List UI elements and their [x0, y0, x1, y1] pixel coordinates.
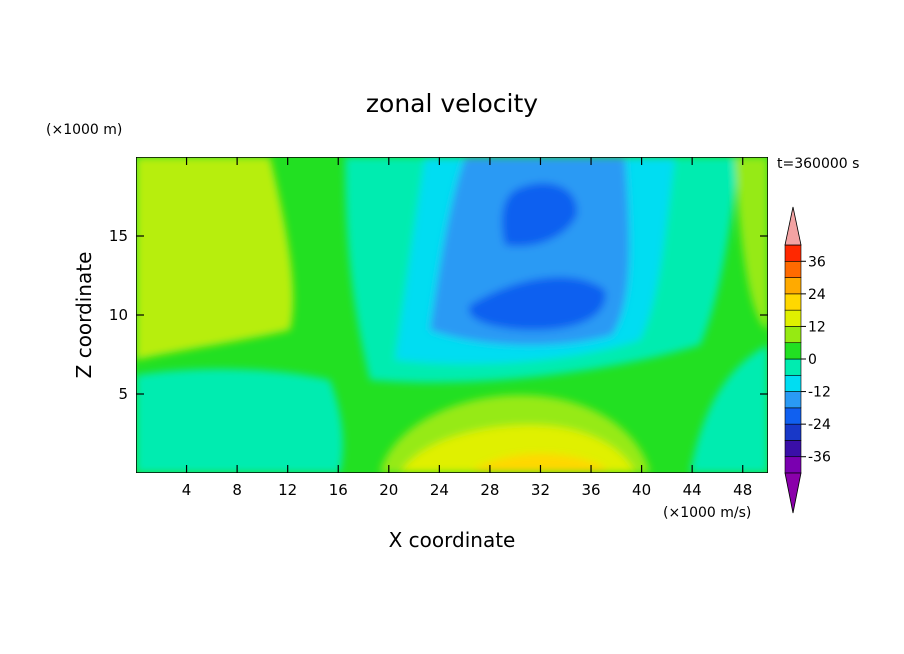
- colorbar-swatch: [784, 407, 802, 425]
- colorbar-tick-label: 24: [808, 287, 826, 303]
- colorbar-tick-label: 36: [808, 254, 826, 270]
- colorbar-tick-label: -12: [808, 385, 831, 401]
- y-tick-label: 10: [109, 306, 128, 324]
- x-tick-label: 8: [232, 481, 242, 499]
- colorbar-swatch: [784, 244, 802, 262]
- region-blue-upper: [502, 183, 578, 247]
- x-tick-label: 12: [278, 481, 297, 499]
- chart-title: zonal velocity: [366, 89, 538, 118]
- x-tick-label: 40: [632, 481, 651, 499]
- region-upper-left: [136, 157, 294, 360]
- colorbar-swatch: [784, 374, 802, 392]
- x-tick-label: 44: [683, 481, 702, 499]
- colorbar-swatch: [784, 326, 802, 344]
- colorbar-swatch: [784, 391, 802, 409]
- colorbar-swatch: [784, 260, 802, 278]
- region-lower-left: [136, 368, 343, 473]
- x-tick-label: 4: [182, 481, 192, 499]
- colorbar-tick-label: -24: [808, 417, 831, 433]
- x-tick-label: 36: [581, 481, 600, 499]
- x-axis-label: X coordinate: [389, 528, 516, 552]
- y-axis: 5 10 15: [109, 227, 768, 403]
- colorbar-swatch: [784, 293, 802, 311]
- region-orange: [470, 453, 610, 473]
- x-tick-label: 48: [733, 481, 752, 499]
- x-tick-label: 28: [480, 481, 499, 499]
- x-tick-label: 16: [329, 481, 348, 499]
- x-tick-label: 20: [379, 481, 398, 499]
- y-tick-label: 15: [109, 227, 128, 245]
- colorbar-swatch: [784, 440, 802, 458]
- colorbar: 36 24 12 0 -12 -24 -36: [784, 206, 831, 514]
- region-right-edge: [735, 157, 768, 330]
- colorbar-tick-label: 12: [808, 319, 826, 335]
- colorbar-tick-label: 0: [808, 352, 817, 368]
- colorbar-swatch: [784, 309, 802, 327]
- region-blue-lower: [468, 277, 606, 330]
- time-label: t=360000 s: [777, 156, 859, 172]
- x-axis: 4 8 12 16 20 24 28 32 36 40 44 48: [182, 157, 752, 499]
- y-unit-label: (×1000 m): [46, 122, 122, 138]
- colorbar-swatch: [784, 277, 802, 295]
- y-tick-label: 5: [118, 385, 128, 403]
- region-lower-right: [690, 345, 768, 473]
- colorbar-over-arrow: [784, 206, 802, 246]
- colorbar-tick-label: -36: [808, 450, 831, 466]
- colorbar-swatch: [784, 456, 802, 474]
- colorbar-swatch: [784, 358, 802, 376]
- x-unit-label: (×1000 m/s): [663, 505, 751, 521]
- x-tick-label: 32: [531, 481, 550, 499]
- colorbar-swatch: [784, 423, 802, 441]
- contour-field: [136, 157, 768, 473]
- colorbar-under-arrow: [784, 472, 802, 514]
- y-axis-label: Z coordinate: [72, 252, 96, 379]
- x-tick-label: 24: [430, 481, 449, 499]
- colorbar-swatch: [784, 342, 802, 360]
